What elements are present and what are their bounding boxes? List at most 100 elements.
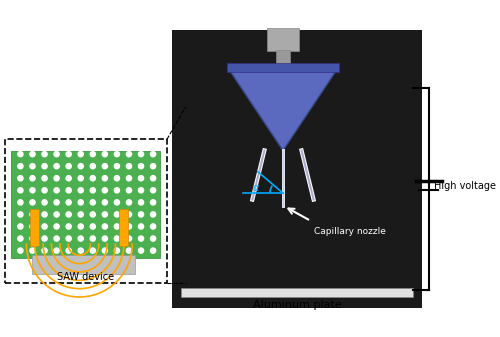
Circle shape [78,163,84,169]
Circle shape [42,224,47,229]
Circle shape [42,248,47,253]
Circle shape [114,224,119,229]
Circle shape [150,176,156,181]
Circle shape [150,188,156,193]
Circle shape [18,176,23,181]
FancyBboxPatch shape [172,30,422,308]
Circle shape [42,152,47,157]
Circle shape [150,212,156,217]
FancyBboxPatch shape [276,50,290,67]
Circle shape [66,176,71,181]
Circle shape [102,236,108,241]
Circle shape [126,224,132,229]
Circle shape [90,248,96,253]
Circle shape [42,236,47,241]
Text: SAW device: SAW device [58,272,114,282]
Circle shape [102,224,108,229]
Circle shape [18,188,23,193]
Circle shape [54,200,59,205]
Circle shape [102,176,108,181]
Circle shape [78,200,84,205]
Circle shape [78,152,84,157]
Circle shape [30,200,35,205]
Circle shape [150,152,156,157]
Circle shape [66,224,71,229]
Circle shape [126,248,132,253]
Circle shape [102,212,108,217]
Circle shape [126,188,132,193]
Circle shape [102,163,108,169]
Circle shape [54,188,59,193]
Circle shape [126,212,132,217]
Circle shape [78,248,84,253]
Circle shape [66,236,71,241]
FancyBboxPatch shape [11,151,160,258]
Circle shape [138,236,143,241]
Circle shape [102,248,108,253]
Circle shape [90,224,96,229]
Circle shape [138,152,143,157]
Circle shape [78,236,84,241]
Circle shape [102,188,108,193]
FancyBboxPatch shape [4,139,167,283]
Circle shape [150,224,156,229]
Circle shape [126,176,132,181]
Circle shape [54,152,59,157]
Circle shape [78,176,84,181]
Circle shape [138,188,143,193]
Polygon shape [228,67,338,150]
Circle shape [42,188,47,193]
Circle shape [18,152,23,157]
Circle shape [18,163,23,169]
Circle shape [42,176,47,181]
Circle shape [90,188,96,193]
FancyBboxPatch shape [119,209,128,246]
Circle shape [102,152,108,157]
Circle shape [138,212,143,217]
Circle shape [30,224,35,229]
Circle shape [138,163,143,169]
Circle shape [18,200,23,205]
Circle shape [126,152,132,157]
Circle shape [90,152,96,157]
Circle shape [126,163,132,169]
Circle shape [54,224,59,229]
Circle shape [18,248,23,253]
Circle shape [18,212,23,217]
Circle shape [42,200,47,205]
Circle shape [66,248,71,253]
Circle shape [54,236,59,241]
Circle shape [138,224,143,229]
Circle shape [114,236,119,241]
Circle shape [150,200,156,205]
Circle shape [42,212,47,217]
Text: $\alpha$: $\alpha$ [252,183,260,193]
Circle shape [114,152,119,157]
Circle shape [30,176,35,181]
Circle shape [54,212,59,217]
Circle shape [126,236,132,241]
Circle shape [66,163,71,169]
Circle shape [102,200,108,205]
FancyBboxPatch shape [181,288,413,297]
Circle shape [18,224,23,229]
Circle shape [114,248,119,253]
Circle shape [114,163,119,169]
Circle shape [78,212,84,217]
Circle shape [66,188,71,193]
FancyBboxPatch shape [32,255,134,274]
Circle shape [150,236,156,241]
Circle shape [114,212,119,217]
Circle shape [30,236,35,241]
Circle shape [78,224,84,229]
Circle shape [150,163,156,169]
Circle shape [30,212,35,217]
FancyBboxPatch shape [267,28,298,51]
FancyBboxPatch shape [30,209,39,246]
Circle shape [90,212,96,217]
Text: Aluminum plate: Aluminum plate [252,300,342,310]
Circle shape [54,163,59,169]
Circle shape [18,236,23,241]
Circle shape [66,152,71,157]
Text: High voltage: High voltage [434,181,496,191]
